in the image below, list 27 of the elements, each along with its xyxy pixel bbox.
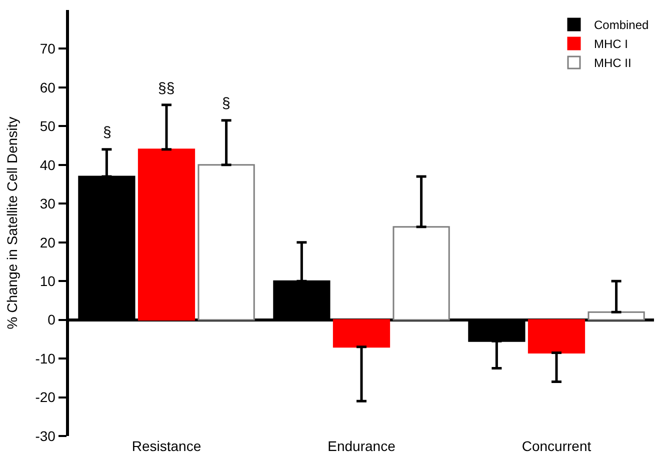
- x-tick-label: Resistance: [132, 438, 202, 454]
- y-axis-title: % Change in Satellite Cell Density: [4, 116, 20, 330]
- y-tick-label: -30: [35, 428, 56, 444]
- annotation: §: [103, 124, 112, 141]
- y-tick-label: 0: [48, 312, 56, 328]
- x-tick-label: Concurrent: [522, 438, 592, 454]
- legend-label: MHC I: [594, 37, 628, 52]
- legend-label: MHC II: [594, 56, 632, 70]
- bar: [138, 148, 196, 321]
- bar: [198, 164, 255, 321]
- y-tick-label: 20: [40, 234, 56, 250]
- y-tick-label: 70: [40, 40, 56, 57]
- bar: [392, 226, 450, 321]
- bar: [588, 311, 645, 321]
- y-tick-label: 60: [40, 79, 56, 96]
- bar: [332, 319, 390, 348]
- y-tick-label: 40: [40, 156, 56, 173]
- legend-label: Combined: [594, 18, 649, 32]
- y-tick-label: 50: [40, 118, 56, 134]
- annotation: §: [222, 95, 230, 112]
- y-tick-label: 10: [40, 272, 56, 289]
- annotation: §§: [158, 80, 175, 97]
- bar: [528, 319, 586, 354]
- y-tick-label: -20: [35, 389, 56, 406]
- x-tick-label: Endurance: [328, 438, 396, 454]
- y-tick-label: -10: [35, 350, 56, 366]
- y-tick-label: 30: [40, 196, 56, 212]
